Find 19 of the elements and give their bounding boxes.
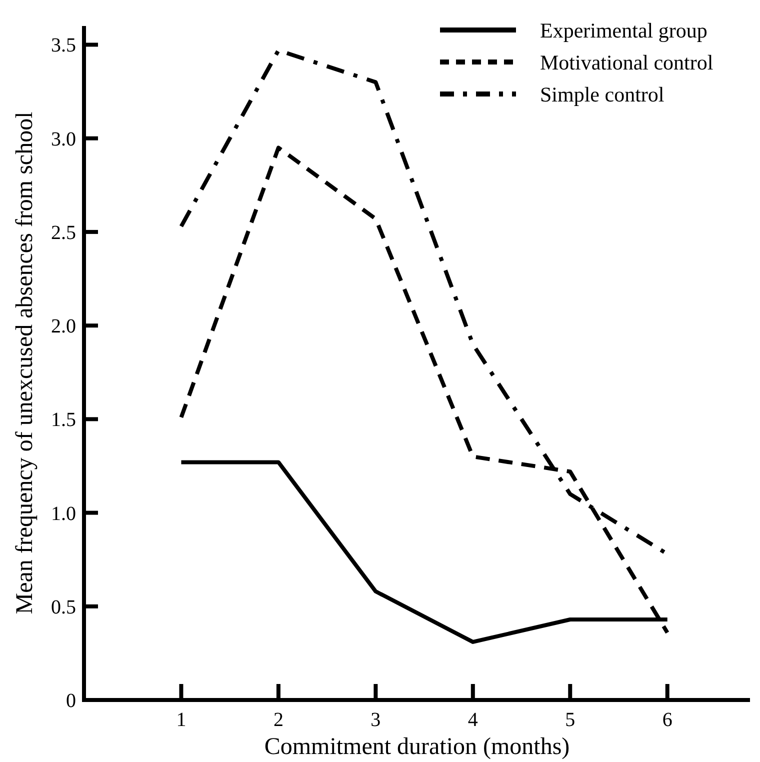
y-tick-label: 1.0 <box>51 502 76 525</box>
y-tick-label: 0 <box>66 690 76 712</box>
legend-label: Motivational control <box>540 50 714 74</box>
x-tick-label: 4 <box>468 709 478 731</box>
x-tick-label: 5 <box>565 709 576 731</box>
x-axis-title: Commitment duration (months) <box>264 734 570 760</box>
x-tick-label: 1 <box>176 709 186 731</box>
y-tick-label: 0.5 <box>51 596 76 618</box>
x-tick-label: 2 <box>273 709 284 731</box>
legend-label: Simple control <box>540 82 664 106</box>
y-tick-label: 2.0 <box>51 316 76 338</box>
y-tick-label: 2.5 <box>51 222 76 244</box>
y-tick-label: 3.0 <box>51 128 76 150</box>
x-tick-label: 6 <box>662 709 672 731</box>
y-tick-label: 3.5 <box>51 34 76 57</box>
y-tick-label: 1.5 <box>51 409 76 432</box>
x-tick-label: 3 <box>370 709 381 731</box>
y-axis-title: Mean frequency of unexcused absences from school <box>12 111 38 614</box>
legend-label: Experimental group <box>540 18 708 42</box>
